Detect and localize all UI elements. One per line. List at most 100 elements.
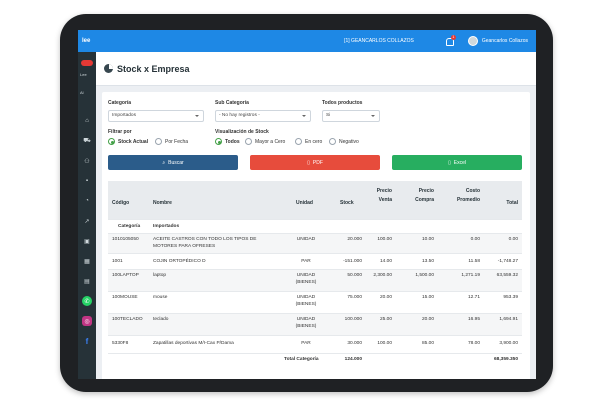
notification-badge: 1	[450, 35, 456, 40]
cell-unidad: UNIDAD	[296, 237, 316, 242]
cell-nombre: laptop	[153, 273, 167, 278]
search-icon: ⌕	[162, 159, 166, 166]
radio-negativo[interactable]: Negativo	[329, 138, 359, 145]
sidebar-partial-text-2: Al	[80, 90, 84, 95]
radio-label: Mayor a Cero	[255, 138, 286, 145]
cell-precio-compra: 85.00	[421, 341, 434, 346]
company-user-label[interactable]: [1] GEANCARLOS COLLAZOS	[344, 38, 414, 44]
radio-label: Negativo	[339, 138, 359, 145]
radio-dot[interactable]	[329, 138, 336, 145]
buscar-button[interactable]: ⌕ Buscar	[108, 155, 238, 170]
cell-unidad-2: (BIENES)	[295, 280, 317, 285]
cell-precio-venta: 100.00	[377, 237, 392, 242]
header-stock: Stock	[340, 200, 354, 206]
table-row[interactable]: 1001 COJIN ORTOPÉDICO D PAR -151.000 14.…	[108, 253, 522, 269]
radio-dot[interactable]	[155, 138, 162, 145]
total-stock: 124.000	[344, 357, 362, 362]
header-precio-compra-2: Compra	[415, 197, 434, 203]
chart-line-icon[interactable]: ↗	[84, 218, 90, 225]
categoria-select[interactable]: Importados	[108, 110, 204, 122]
cell-unidad-2: (BIENES)	[295, 302, 317, 307]
cell-precio-compra: 1,500.00	[415, 273, 434, 278]
cart-icon[interactable]: ⛟	[83, 138, 91, 144]
cell-total: 3,900.00	[499, 341, 518, 346]
cell-total: 0.00	[508, 237, 518, 242]
cell-precio-venta: 2,300.00	[373, 273, 392, 278]
table-row[interactable]: 100TECLADO teclado UNIDAD (BIENES) 100.0…	[108, 313, 522, 335]
cell-precio-compra: 13.50	[421, 259, 434, 264]
header-costo-2: Promedio	[456, 197, 480, 203]
cell-total: -1,748.27	[497, 259, 518, 264]
cell-precio-compra: 10.00	[421, 237, 434, 242]
radio-dot-selected[interactable]	[108, 138, 115, 145]
instagram-icon[interactable]: ◎	[82, 316, 92, 326]
radio-label: En cero	[305, 138, 323, 145]
subcategoria-select[interactable]: - No hay registros -	[215, 110, 311, 122]
radio-mayor-a-cero[interactable]: Mayor a Cero	[245, 138, 285, 145]
pdf-button[interactable]: ▯ PDF	[250, 155, 380, 170]
excel-label: Excel	[453, 159, 466, 166]
radio-stock-actual[interactable]: Stock Actual	[108, 138, 148, 145]
bell-icon[interactable]: 1	[444, 35, 456, 46]
cell-costo: 1,271.19	[461, 273, 480, 278]
cell-unidad: UNIDAD	[296, 317, 316, 322]
cell-codigo: 5330F8	[112, 341, 129, 346]
warehouse-icon[interactable]: ▤	[84, 278, 90, 285]
radio-por-fecha[interactable]: Por Fecha	[155, 138, 188, 145]
cell-costo: 12.71	[467, 295, 480, 300]
cell-precio-venta: 25.00	[379, 317, 392, 322]
header-precio-compra-1: Precio	[418, 188, 434, 194]
user-name[interactable]: Geancarlos Collazos	[481, 38, 528, 44]
cell-precio-venta: 100.00	[377, 341, 392, 346]
total-row: Total Categoría 124.000 68,359.350	[108, 353, 522, 365]
pie-chart-icon[interactable]: ◔	[85, 198, 89, 204]
table-row[interactable]: 1010105050 ACEITE CASTROS CON TODO LOS T…	[108, 233, 522, 253]
table-row[interactable]: 100MOUSE mouse UNIDAD (BIENES) 75.000 20…	[108, 291, 522, 313]
cell-codigo: 1001	[112, 259, 123, 264]
cell-stock: 100.000	[344, 317, 362, 322]
cell-precio-compra: 20.00	[421, 317, 434, 322]
excel-button[interactable]: ▯ Excel	[392, 155, 522, 170]
cell-codigo: 1010105050	[112, 237, 139, 242]
category-value: Importados	[153, 224, 180, 229]
page-header: Stock x Empresa	[96, 52, 536, 86]
radio-en-cero[interactable]: En cero	[295, 138, 322, 145]
radio-dot-selected[interactable]	[215, 138, 222, 145]
brand-logo[interactable]: lee	[82, 38, 91, 44]
home-icon[interactable]: ⌂	[85, 118, 89, 124]
todos-productos-select[interactable]: Si	[322, 110, 380, 122]
table-row[interactable]: 100LAPTOP laptop UNIDAD (BIENES) 50.000 …	[108, 269, 522, 291]
table-header: Código Nombre Unidad Stock Precio Venta …	[108, 181, 522, 219]
cell-nombre: COJIN ORTOPÉDICO D	[153, 259, 206, 264]
cell-precio-venta: 20.00	[379, 295, 392, 300]
header-unidad: Unidad	[296, 200, 313, 206]
avatar[interactable]	[467, 36, 478, 46]
table-row[interactable]: 5330F8 Zapatillas deportivas M/I-Cax P/D…	[108, 335, 522, 353]
header-nombre: Nombre	[153, 200, 172, 206]
radio-label: Stock Actual	[118, 138, 149, 145]
box-icon[interactable]: ▦	[84, 258, 90, 265]
filtrar-por-label: Filtrar por	[108, 129, 132, 135]
header-total: Total	[506, 200, 518, 206]
users-icon[interactable]: ⚇	[84, 158, 90, 165]
header-precio-venta-2: Venta	[378, 197, 392, 203]
whatsapp-icon[interactable]: ✆	[82, 296, 92, 306]
cell-total: 63,559.32	[496, 273, 518, 278]
cell-nombre: teclado	[153, 317, 169, 322]
categoria-label: Categoría	[108, 100, 132, 106]
truck-icon[interactable]: ▪	[85, 178, 89, 184]
radio-todos[interactable]: Todos	[215, 138, 240, 145]
topbar: lee [1] GEANCARLOS COLLAZOS 1 Geancarlos…	[78, 30, 536, 52]
cell-unidad: PAR	[301, 341, 311, 346]
cell-nombre: Zapatillas deportivas M/I-Cax P/Dama	[153, 341, 234, 346]
radio-label: Por Fecha	[165, 138, 189, 145]
radio-dot[interactable]	[245, 138, 252, 145]
main-content: Stock x Empresa Categoría Importados Sub…	[96, 52, 536, 379]
facebook-icon[interactable]: f	[85, 336, 89, 346]
cash-register-icon[interactable]: ▣	[84, 238, 90, 245]
radio-label: Todos	[225, 138, 240, 145]
radio-dot[interactable]	[295, 138, 302, 145]
cell-precio-compra: 15.00	[421, 295, 434, 300]
pie-chart-icon	[104, 64, 113, 73]
cell-stock: 50.000	[347, 273, 362, 278]
